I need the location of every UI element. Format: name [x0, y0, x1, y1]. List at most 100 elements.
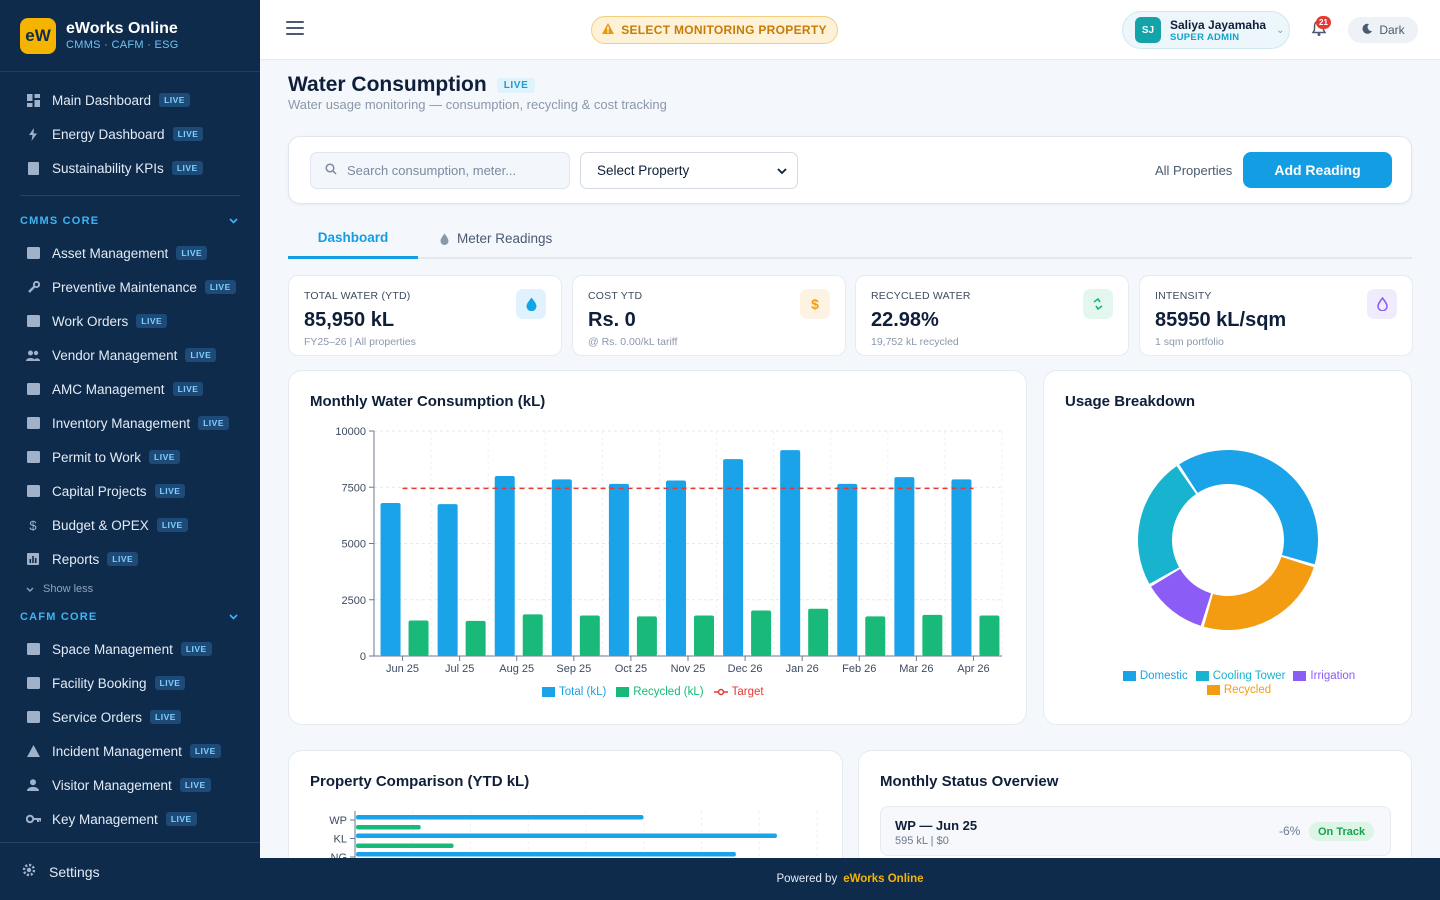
sidebar-item-visitor-management[interactable]: Visitor Management LIVE [0, 768, 260, 802]
bar-recycled [356, 825, 421, 830]
sidebar-item-label: Work Orders [52, 313, 129, 329]
section-title: CMMS CORE [20, 215, 100, 227]
live-badge: LIVE [165, 812, 197, 826]
kpi-intensity: INTENSITY 85950 kL/sqm 1 sqm portfolio [1139, 275, 1413, 356]
avatar: SJ [1135, 17, 1161, 43]
sidebar-section-cafm-core[interactable]: CAFM CORE [0, 602, 260, 632]
bar-total [356, 815, 644, 820]
sidebar-item-preventive-maintenance[interactable]: Preventive Maintenance LIVE [0, 270, 260, 304]
status-row-name: WP — Jun 25 [895, 818, 978, 833]
droplet-icon [516, 289, 546, 319]
sidebar-nav: Main Dashboard LIVE Energy Dashboard LIVE Su… [0, 83, 260, 836]
legend-recycled: Recycled (kL) [633, 686, 704, 698]
show-less-toggle[interactable]: Show less [0, 576, 260, 602]
module-icon [25, 641, 41, 657]
legend-swatch-recycled [616, 687, 630, 697]
sidebar-item-vendor-management[interactable]: Vendor Management LIVE [0, 338, 260, 372]
legend-swatch-total [542, 687, 555, 697]
main-content: Water Consumption LIVE Water usage monit… [260, 60, 1440, 858]
legend-swatch-domestic [1122, 671, 1136, 681]
search-input[interactable] [347, 163, 547, 178]
bar-chart-icon [25, 551, 41, 567]
donut-slice-cooling-tower[interactable] [1138, 466, 1197, 584]
kpi-cost-ytd: COST YTD Rs. 0 @ Rs. 0.00/kL tariff $ [572, 275, 846, 356]
sidebar-item-key-management[interactable]: Key Management LIVE [0, 802, 260, 836]
add-reading-button[interactable]: Add Reading [1243, 152, 1392, 188]
bar-recycled [465, 620, 486, 656]
sidebar-item-amc-management[interactable]: AMC Management LIVE [0, 372, 260, 406]
menu-toggle-icon[interactable] [286, 21, 304, 37]
sidebar-item-work-orders[interactable]: Work Orders LIVE [0, 304, 260, 338]
x-tick-label: Sep 25 [556, 663, 591, 675]
sidebar-item-capital-projects[interactable]: Capital Projects LIVE [0, 474, 260, 508]
tab-dashboard[interactable]: Dashboard [288, 218, 418, 259]
y-tick-label: 7500 [342, 482, 366, 494]
donut-slice-irrigation[interactable] [1151, 569, 1212, 626]
tab-meter-readings-label: Meter Readings [457, 231, 553, 246]
x-tick-label: Apr 26 [957, 663, 989, 675]
sidebar-item-label: Sustainability KPIs [52, 160, 164, 176]
module-icon [25, 709, 41, 725]
donut-slice-recycled[interactable] [1203, 556, 1314, 630]
legend-cooling-tower: Cooling Tower [1212, 670, 1286, 682]
y-tick-label: 10000 [335, 426, 366, 438]
bar-total [356, 833, 777, 838]
theme-toggle-button[interactable]: Dark [1348, 17, 1418, 43]
sidebar-item-sustainability-kpis[interactable]: Sustainability KPIs LIVE [0, 151, 260, 185]
bar-total [723, 459, 744, 656]
sidebar-item-permit-to-work[interactable]: Permit to Work LIVE [0, 440, 260, 474]
search-box[interactable] [310, 152, 570, 189]
x-tick-label: Dec 26 [728, 663, 763, 675]
status-row[interactable]: WP — Jun 25 595 kL | $0 -6% On Track [880, 806, 1391, 856]
droplet-icon [440, 233, 449, 245]
live-badge: LIVE [496, 77, 536, 93]
tab-meter-readings[interactable]: Meter Readings [440, 218, 552, 259]
bar-recycled [751, 610, 772, 656]
bar-total [494, 476, 515, 656]
sidebar-item-budget-and-opex[interactable]: $ Budget & OPEX LIVE [0, 508, 260, 542]
user-menu[interactable]: SJ Saliya Jayamaha SUPER ADMIN ⌄ [1122, 11, 1290, 49]
chevron-down-icon [26, 587, 34, 592]
property-select[interactable]: Select Property [580, 152, 798, 189]
brand-logo[interactable]: eW [20, 17, 56, 54]
settings-link[interactable]: Settings [0, 842, 260, 900]
module-icon [25, 675, 41, 691]
sidebar-item-facility-booking[interactable]: Facility Booking LIVE [0, 666, 260, 700]
donut-slice-domestic[interactable] [1179, 450, 1318, 565]
sidebar: eW eWorks Online CMMS · CAFM · ESG Main … [0, 0, 260, 900]
chevron-down-icon [229, 215, 238, 227]
legend-total: Total (kL) [559, 686, 607, 698]
monthly-consumption-card: Monthly Water Consumption (kL) 0 2500 5000… [288, 370, 1027, 725]
sidebar-item-main-dashboard[interactable]: Main Dashboard LIVE [0, 83, 260, 117]
kpi-label: TOTAL WATER (YTD) [304, 290, 411, 302]
footer-prefix: Powered by [776, 873, 838, 885]
select-monitoring-property-button[interactable]: SELECT MONITORING PROPERTY [591, 16, 838, 44]
sidebar-section-cmms-core[interactable]: CMMS CORE [0, 206, 260, 236]
sidebar-item-asset-management[interactable]: Asset Management LIVE [0, 236, 260, 270]
status-row-variance: -6% [1279, 824, 1301, 838]
live-badge: LIVE [171, 161, 203, 175]
sidebar-item-service-orders[interactable]: Service Orders LIVE [0, 700, 260, 734]
sidebar-item-energy-dashboard[interactable]: Energy Dashboard LIVE [0, 117, 260, 151]
module-icon [25, 381, 41, 397]
kpi-recycled-water: RECYCLED WATER 22.98% 19,752 kL recycled [855, 275, 1129, 356]
wrench-icon [25, 279, 41, 295]
sidebar-item-label: Preventive Maintenance [52, 279, 197, 295]
property-select-value: Select Property [597, 163, 690, 178]
bar-recycled [522, 614, 543, 656]
legend-recycled-slice: Recycled [1223, 684, 1272, 696]
status-title: Monthly Status Overview [880, 773, 1059, 790]
sidebar-item-space-management[interactable]: Space Management LIVE [0, 632, 260, 666]
y-tick-label: 0 [360, 651, 366, 663]
sidebar-item-reports[interactable]: Reports LIVE [0, 542, 260, 576]
live-badge: LIVE [150, 710, 181, 724]
kpi-value: 85950 kL/sqm [1155, 309, 1287, 331]
live-badge: LIVE [159, 93, 190, 107]
kpi-sub: FY25–26 | All properties [304, 336, 416, 348]
sidebar-item-incident-management[interactable]: Incident Management LIVE [0, 734, 260, 768]
all-properties-label: All Properties [1155, 163, 1233, 178]
kpi-sub: @ Rs. 0.00/kL tariff [588, 336, 678, 348]
sidebar-item-inventory-management[interactable]: Inventory Management LIVE [0, 406, 260, 440]
y-tick-label: KL [334, 834, 347, 846]
drop-outline-icon [1367, 289, 1397, 319]
